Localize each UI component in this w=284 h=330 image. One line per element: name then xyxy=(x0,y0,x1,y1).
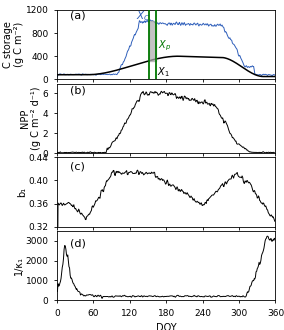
Text: X$_1$: X$_1$ xyxy=(157,66,170,80)
Y-axis label: C storage
(g C m⁻²): C storage (g C m⁻²) xyxy=(3,21,24,68)
Text: (d): (d) xyxy=(70,238,86,248)
Text: X$_p$: X$_p$ xyxy=(158,39,171,53)
Y-axis label: b₁: b₁ xyxy=(17,187,27,197)
Text: X$_C$: X$_C$ xyxy=(136,9,151,23)
Text: (c): (c) xyxy=(70,162,85,172)
Y-axis label: 1/κ₁: 1/κ₁ xyxy=(14,256,24,275)
Text: (a): (a) xyxy=(70,10,85,20)
Y-axis label: NPP
(g C m⁻² d⁻¹): NPP (g C m⁻² d⁻¹) xyxy=(20,86,41,150)
X-axis label: DOY: DOY xyxy=(156,323,176,330)
Text: (b): (b) xyxy=(70,86,86,96)
